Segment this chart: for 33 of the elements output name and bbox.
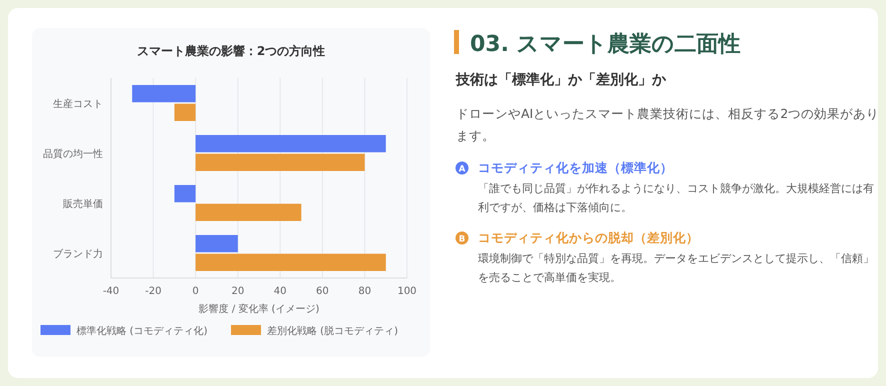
- text: コモディティ化を加速（標準化）: [478, 160, 673, 175]
- x-tick-label: 100: [397, 286, 417, 297]
- legend-label: 差別化戦略 (脱コモディティ): [267, 325, 398, 337]
- y-tick-label: 販売単価: [63, 198, 103, 210]
- chart-title: スマート農業の影響：2つの方向性: [136, 44, 326, 58]
- x-axis-title: 影響度 / 変化率 (イメージ): [198, 303, 320, 315]
- bar: [196, 154, 365, 171]
- x-tick-label: 40: [274, 286, 287, 297]
- text: 技術は「標準化」か「差別化」か: [455, 72, 667, 88]
- y-tick-label: ブランド力: [53, 248, 103, 260]
- x-tick-label: 0: [192, 286, 199, 297]
- x-tick-label: -20: [145, 286, 162, 297]
- x-tick-label: 80: [358, 286, 372, 297]
- text: 03. スマート農業の二面性: [470, 32, 741, 57]
- bar: [196, 204, 302, 221]
- text: コモディティ化からの脱却（差別化）: [478, 230, 699, 245]
- x-tick-label: 60: [316, 286, 329, 297]
- y-tick-label: 生産コスト: [53, 98, 103, 110]
- bar: [174, 185, 196, 202]
- bar: [196, 135, 386, 152]
- bar: [132, 85, 196, 102]
- bar: [174, 104, 196, 121]
- bar: [196, 254, 386, 271]
- text: 「誰でも同じ品質」が作れるようになり、コスト競争が激化。大規模経営には有利ですが、価格は下落傾向に。: [478, 182, 874, 214]
- x-tick-label: -40: [102, 286, 120, 297]
- text: ドローンやAIといったスマート農業技術には、相反する2つの効果があります。: [456, 106, 880, 143]
- y-tick-label: 品質の均一性: [43, 148, 103, 160]
- bar: [196, 235, 238, 252]
- text: B: [458, 234, 466, 244]
- legend-label: 標準化戦略 (コモディティ化): [76, 325, 208, 337]
- x-tick-label: 20: [231, 286, 244, 297]
- text: A: [458, 164, 466, 174]
- text: 環境制御で「特別な品質」を再現。データをエビデンスとして提示し、「信頼」を売ることで高単価を実現。: [478, 252, 874, 284]
